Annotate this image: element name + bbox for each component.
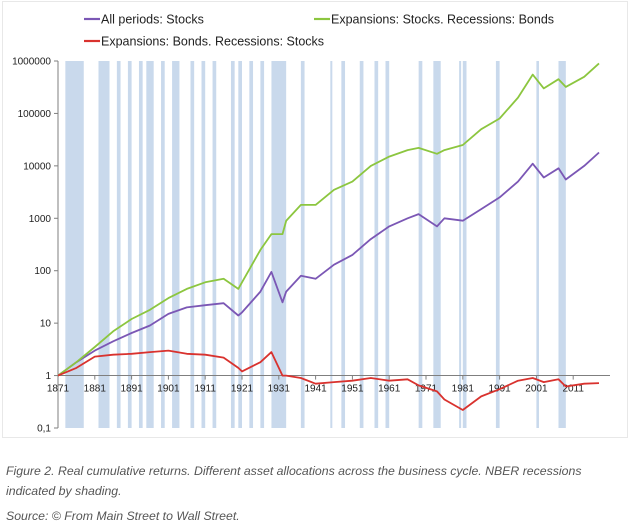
x-ticks: 1871 1881 1891 1901 1911 1921 1931 1941 1951 1961… — [47, 375, 584, 395]
recession-band-2 — [116, 61, 121, 428]
legend-label-1: Expansions: Stocks. Recessions: Bonds — [331, 13, 554, 27]
recession-band-18 — [341, 61, 346, 428]
series-line-1 — [57, 62, 600, 377]
y-tick-label: 1000000 — [12, 57, 51, 68]
recession-band-16 — [300, 61, 305, 428]
recession-band-1 — [98, 61, 110, 428]
x-tick-label: 2011 — [562, 384, 584, 395]
figure-source: Source: © From Main Street to Wall Stree… — [6, 509, 240, 523]
recession-band-13 — [249, 61, 254, 428]
legend-label-2: Expansions: Bonds. Recessions: Stocks — [101, 35, 324, 49]
series-lines — [57, 62, 600, 411]
recession-band-11 — [230, 61, 235, 428]
recession-band-23 — [433, 61, 441, 428]
recession-band-15 — [271, 61, 287, 428]
x-tick-label: 1871 — [47, 384, 70, 395]
x-tick-label: 1951 — [341, 384, 364, 395]
y-tick-label: 100000 — [18, 109, 52, 120]
x-tick-label: 1921 — [231, 384, 254, 395]
legend: All periods: Stocks Expansions: Stocks. R… — [84, 13, 554, 49]
recession-band-10 — [212, 61, 217, 428]
recession-band-25 — [462, 61, 467, 428]
y-tick-label: 0,1 — [37, 424, 51, 435]
recession-band-0 — [65, 61, 84, 428]
x-tick-label: 1931 — [268, 384, 291, 395]
recession-band-22 — [418, 61, 423, 428]
recession-band-14 — [260, 61, 265, 428]
y-tick-label: 1 — [45, 371, 51, 382]
recession-band-26 — [495, 61, 500, 428]
x-tick-label: 1971 — [415, 384, 438, 395]
returns-chart: 0,1 1 10 100 1000 10000 100000 1000000 1871 1881… — [12, 13, 610, 435]
recession-band-7 — [172, 61, 180, 428]
recession-band-17 — [330, 61, 333, 428]
legend-label-0: All periods: Stocks — [101, 13, 204, 27]
recession-band-20 — [374, 61, 379, 428]
series-line-0 — [57, 151, 600, 377]
x-tick-label: 1911 — [194, 384, 216, 395]
y-tick-label: 1000 — [29, 214, 52, 225]
recession-band-4 — [138, 61, 143, 428]
recession-band-9 — [201, 61, 206, 428]
x-tick-label: 1941 — [304, 384, 327, 395]
x-tick-label: 1981 — [452, 384, 475, 395]
recession-band-19 — [359, 61, 364, 428]
x-tick-label: 1901 — [157, 384, 180, 395]
recession-band-6 — [161, 61, 165, 428]
y-ticks: 0,1 1 10 100 1000 10000 100000 1000000 — [12, 57, 58, 435]
axes — [57, 61, 610, 428]
x-tick-label: 1891 — [120, 384, 143, 395]
series-line-2 — [57, 349, 600, 411]
recession-band-27 — [536, 61, 539, 428]
recession-band-5 — [146, 61, 154, 428]
recession-band-3 — [127, 61, 132, 428]
y-tick-label: 10 — [40, 319, 52, 330]
y-tick-label: 10000 — [23, 161, 51, 172]
recession-band-28 — [558, 61, 566, 428]
x-tick-label: 1961 — [378, 384, 401, 395]
recession-band-21 — [385, 61, 390, 428]
recession-band-8 — [190, 61, 195, 428]
recession-band-12 — [238, 61, 242, 428]
x-tick-label: 1881 — [84, 384, 107, 395]
y-tick-label: 100 — [34, 266, 51, 277]
x-tick-label: 2001 — [525, 384, 548, 395]
figure-caption: Figure 2. Real cumulative returns. Diffe… — [6, 464, 582, 498]
recession-shading — [65, 61, 566, 428]
recession-band-24 — [459, 61, 462, 428]
